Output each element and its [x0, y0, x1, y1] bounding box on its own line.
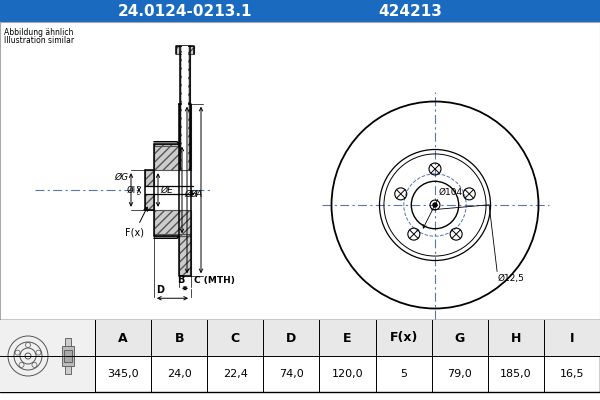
Text: 345,0: 345,0 — [107, 369, 139, 379]
Bar — [263, 320, 319, 356]
Text: B: B — [175, 332, 184, 344]
Bar — [179, 236, 191, 276]
Bar — [154, 234, 191, 236]
Text: C: C — [231, 332, 240, 344]
Bar — [154, 144, 191, 146]
Bar — [488, 320, 544, 356]
Text: C (MTH): C (MTH) — [194, 276, 235, 285]
Circle shape — [433, 203, 437, 207]
Text: I: I — [569, 332, 574, 344]
Bar — [140, 186, 191, 194]
Text: 79,0: 79,0 — [448, 369, 472, 379]
Text: Illustration similar: Illustration similar — [4, 36, 74, 45]
Text: D: D — [286, 332, 296, 344]
Text: ØH: ØH — [184, 190, 198, 198]
Text: Ø104: Ø104 — [439, 188, 463, 197]
Text: ØG: ØG — [114, 173, 128, 182]
Text: 424213: 424213 — [378, 4, 442, 18]
Bar — [0, 22, 600, 320]
Bar — [207, 320, 263, 356]
Text: ØE: ØE — [160, 186, 173, 194]
Bar — [145, 170, 154, 210]
Bar — [62, 346, 74, 366]
Bar — [0, 0, 600, 22]
Text: 22,4: 22,4 — [223, 369, 248, 379]
Text: 74,0: 74,0 — [279, 369, 304, 379]
Bar — [154, 210, 191, 234]
Text: Abbildung ähnlich: Abbildung ähnlich — [4, 28, 73, 37]
Bar — [176, 46, 194, 54]
Text: A: A — [118, 332, 128, 344]
Text: 5: 5 — [400, 369, 407, 379]
Text: E: E — [343, 332, 352, 344]
Text: F(x): F(x) — [125, 207, 147, 238]
Bar — [151, 320, 207, 356]
Text: ØI: ØI — [127, 186, 136, 194]
Bar — [0, 320, 600, 392]
Text: G: G — [455, 332, 465, 344]
Text: 185,0: 185,0 — [500, 369, 532, 379]
Text: H: H — [511, 332, 521, 344]
Bar — [319, 320, 376, 356]
Text: 120,0: 120,0 — [332, 369, 364, 379]
Bar — [65, 338, 71, 374]
Bar — [0, 320, 95, 392]
Bar — [180, 46, 190, 170]
Bar — [376, 320, 431, 356]
Text: 16,5: 16,5 — [560, 369, 584, 379]
Text: Ø12,5: Ø12,5 — [497, 274, 524, 283]
Bar — [95, 320, 151, 356]
Text: 24,0: 24,0 — [167, 369, 191, 379]
Text: 24.0124-0213.1: 24.0124-0213.1 — [118, 4, 252, 18]
Bar — [154, 146, 191, 170]
Text: D: D — [156, 285, 164, 295]
Bar — [179, 104, 191, 144]
Text: F(x): F(x) — [389, 332, 418, 344]
Bar — [544, 320, 600, 356]
Bar — [64, 350, 72, 362]
Bar — [182, 46, 188, 170]
Bar — [431, 320, 488, 356]
Bar — [154, 144, 191, 236]
Text: B: B — [176, 275, 184, 285]
Text: ØA: ØA — [189, 190, 202, 198]
